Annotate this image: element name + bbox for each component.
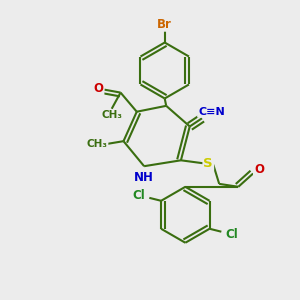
Text: Cl: Cl bbox=[133, 189, 146, 202]
Text: O: O bbox=[254, 163, 264, 176]
Text: Cl: Cl bbox=[225, 228, 238, 241]
Text: CH₃: CH₃ bbox=[101, 110, 122, 120]
Text: C≡N: C≡N bbox=[198, 107, 225, 117]
Text: CH₃: CH₃ bbox=[86, 139, 107, 149]
Text: O: O bbox=[94, 82, 103, 95]
Text: S: S bbox=[203, 157, 213, 170]
Text: Br: Br bbox=[157, 18, 172, 31]
Text: NH: NH bbox=[134, 171, 154, 184]
